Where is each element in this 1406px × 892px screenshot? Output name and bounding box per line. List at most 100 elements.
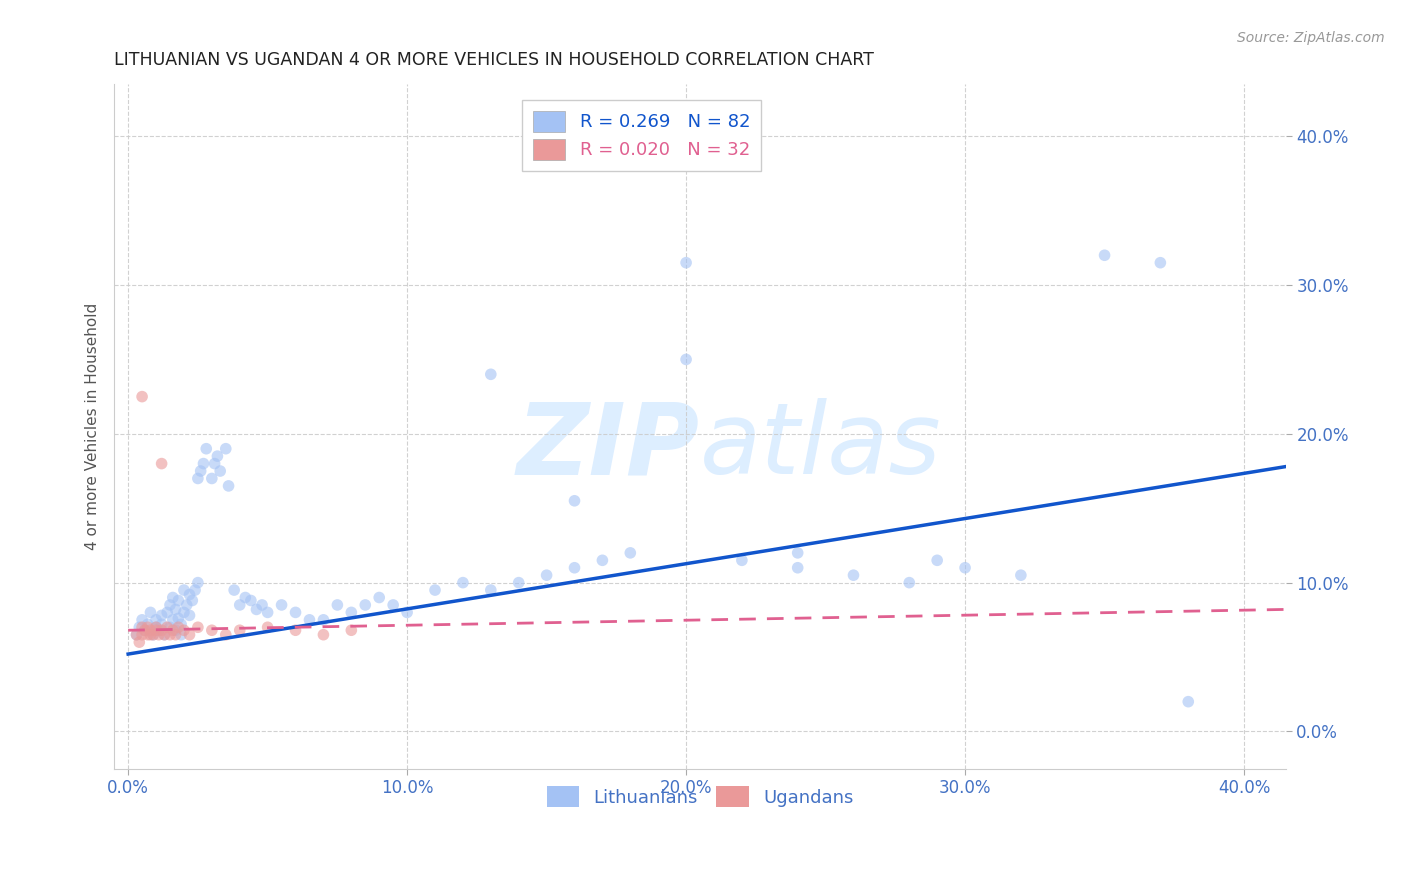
Point <box>139 628 162 642</box>
Text: Source: ZipAtlas.com: Source: ZipAtlas.com <box>1237 31 1385 45</box>
Point <box>953 560 976 574</box>
Point <box>181 593 204 607</box>
Point <box>150 608 173 623</box>
Point <box>167 611 190 625</box>
Point <box>176 598 198 612</box>
Legend: Lithuanians, Ugandans: Lithuanians, Ugandans <box>540 779 860 814</box>
Point <box>786 560 808 574</box>
Point <box>148 624 170 638</box>
Point <box>479 368 502 382</box>
Point <box>179 608 201 623</box>
Point <box>150 617 173 632</box>
Point <box>173 583 195 598</box>
Point <box>193 457 215 471</box>
Point <box>179 628 201 642</box>
Point <box>204 457 226 471</box>
Point <box>245 602 267 616</box>
Point <box>201 471 224 485</box>
Text: LITHUANIAN VS UGANDAN 4 OR MORE VEHICLES IN HOUSEHOLD CORRELATION CHART: LITHUANIAN VS UGANDAN 4 OR MORE VEHICLES… <box>114 51 875 69</box>
Point <box>396 606 419 620</box>
Point <box>136 628 159 642</box>
Point <box>162 591 184 605</box>
Point <box>786 546 808 560</box>
Point <box>229 624 252 638</box>
Point <box>284 624 307 638</box>
Point <box>170 617 193 632</box>
Point <box>142 628 165 642</box>
Point <box>195 442 218 456</box>
Point <box>173 606 195 620</box>
Point <box>187 471 209 485</box>
Point <box>298 613 321 627</box>
Point <box>165 628 187 642</box>
Point <box>167 620 190 634</box>
Point <box>153 628 176 642</box>
Point <box>159 628 181 642</box>
Point <box>145 620 167 634</box>
Point <box>131 628 153 642</box>
Point <box>150 624 173 638</box>
Y-axis label: 4 or more Vehicles in Household: 4 or more Vehicles in Household <box>86 302 100 550</box>
Point <box>284 606 307 620</box>
Point <box>207 449 229 463</box>
Point <box>190 464 212 478</box>
Point <box>619 546 641 560</box>
Point <box>209 464 232 478</box>
Point <box>145 624 167 638</box>
Point <box>131 613 153 627</box>
Point <box>139 624 162 638</box>
Point <box>162 624 184 638</box>
Point <box>591 553 613 567</box>
Point <box>125 628 148 642</box>
Point <box>423 583 446 598</box>
Point <box>156 606 179 620</box>
Point <box>270 598 292 612</box>
Point <box>150 457 173 471</box>
Point <box>326 598 349 612</box>
Point <box>145 620 167 634</box>
Point <box>136 620 159 634</box>
Point <box>139 606 162 620</box>
Point <box>167 593 190 607</box>
Point <box>564 560 586 574</box>
Point <box>170 628 193 642</box>
Point <box>179 588 201 602</box>
Point <box>128 635 150 649</box>
Point <box>134 624 156 638</box>
Point <box>159 598 181 612</box>
Point <box>340 606 363 620</box>
Point <box>479 583 502 598</box>
Point <box>675 352 697 367</box>
Point <box>187 575 209 590</box>
Point <box>927 553 949 567</box>
Text: ZIP: ZIP <box>517 399 700 495</box>
Point <box>156 620 179 634</box>
Point <box>354 598 377 612</box>
Point <box>165 602 187 616</box>
Point <box>153 628 176 642</box>
Point <box>368 591 391 605</box>
Point <box>128 620 150 634</box>
Point <box>145 613 167 627</box>
Point <box>224 583 246 598</box>
Point <box>451 575 474 590</box>
Point <box>162 613 184 627</box>
Point <box>215 442 238 456</box>
Point <box>1094 248 1116 262</box>
Point <box>229 598 252 612</box>
Point <box>125 628 148 642</box>
Point <box>215 628 238 642</box>
Point <box>1177 695 1199 709</box>
Point <box>1010 568 1032 582</box>
Point <box>159 620 181 634</box>
Point <box>136 617 159 632</box>
Point <box>1149 255 1171 269</box>
Point <box>187 620 209 634</box>
Point <box>312 628 335 642</box>
Point <box>731 553 754 567</box>
Point <box>340 624 363 638</box>
Point <box>233 591 256 605</box>
Point <box>131 390 153 404</box>
Point <box>256 620 278 634</box>
Point <box>239 593 262 607</box>
